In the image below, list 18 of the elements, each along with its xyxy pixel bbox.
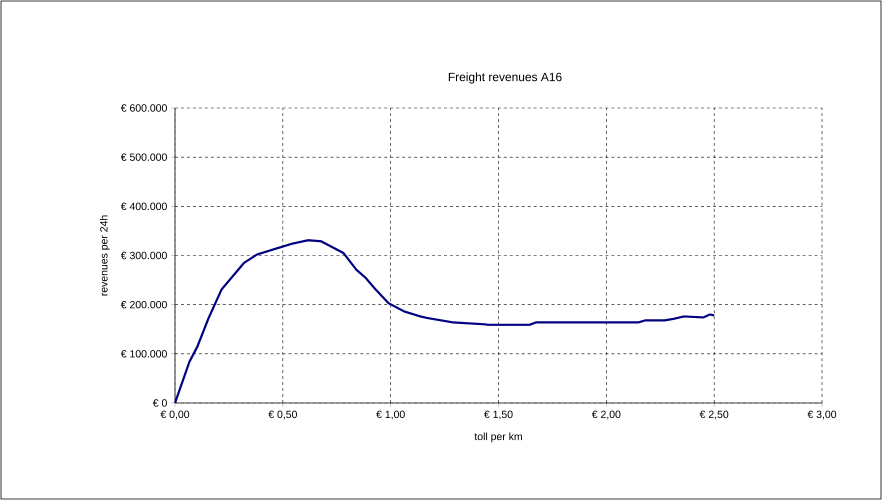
x-tick-label: € 1,00	[376, 410, 405, 420]
x-tick-label: € 2,00	[592, 410, 620, 420]
x-tick-label: € 1,50	[484, 410, 513, 420]
x-tick-label: € 2,50	[700, 410, 728, 420]
y-tick-label: € 600.000	[120, 104, 167, 112]
x-tick-label: € 0,00	[160, 410, 190, 420]
chart-title: Freight revenues A16	[448, 72, 562, 84]
y-tick-label: € 200.000	[120, 300, 167, 308]
x-tick-label: € 3,00	[808, 410, 836, 420]
y-tick-label: € 400.000	[120, 202, 167, 210]
line-series	[174, 239, 716, 404]
y-tick-label: € 0	[152, 399, 167, 407]
y-axis-title: revenues per 24h	[100, 215, 110, 296]
x-tick-label: € 0,50	[268, 410, 297, 420]
y-tick-label: € 300.000	[120, 252, 167, 260]
x-axis-title: toll per km	[474, 432, 522, 442]
y-tick-label: € 100.000	[120, 350, 167, 358]
y-tick-label: € 500.000	[120, 153, 167, 161]
